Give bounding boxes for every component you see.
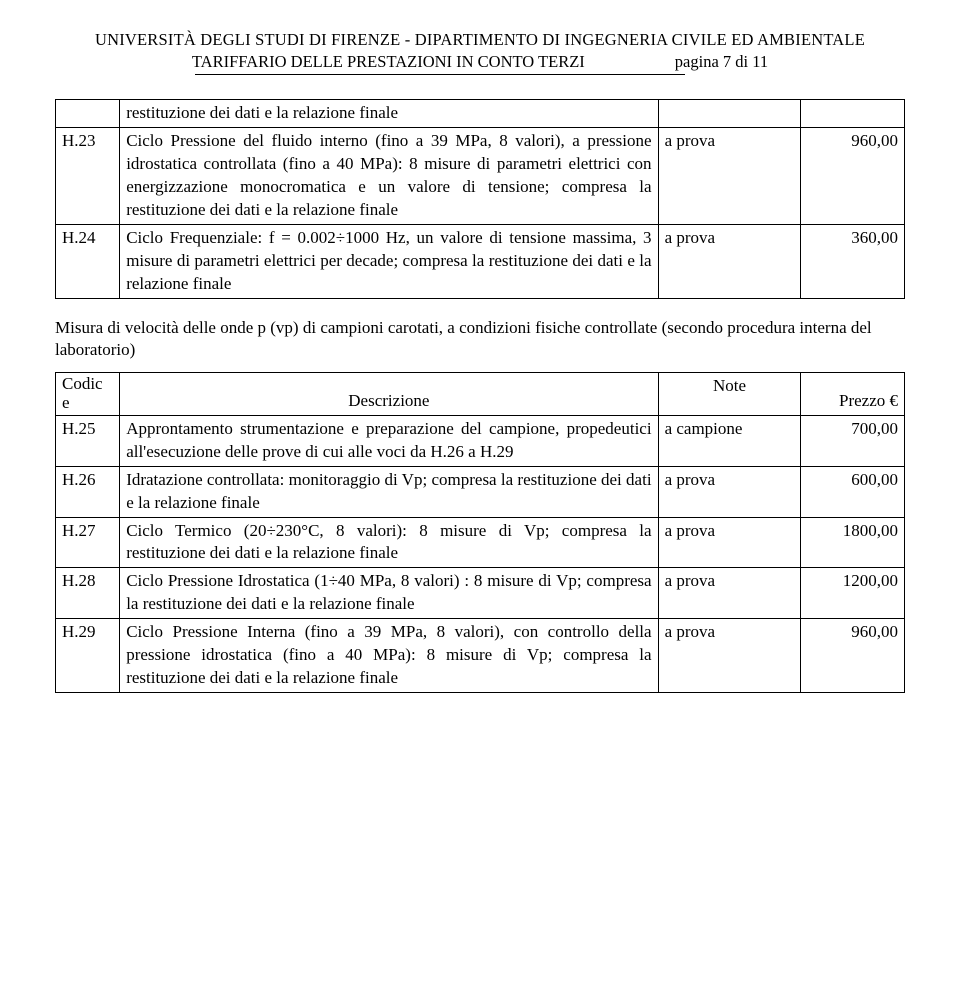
table-row: H.26 Idratazione controllata: monitoragg… — [56, 466, 905, 517]
cell-desc: Approntamento strumentazione e preparazi… — [120, 415, 658, 466]
cell-note: a prova — [658, 224, 801, 298]
cell-code: H.25 — [56, 415, 120, 466]
cell-note: a prova — [658, 466, 801, 517]
cell-desc: restituzione dei dati e la relazione fin… — [120, 100, 658, 128]
cell-code: H.24 — [56, 224, 120, 298]
cell-code: H.23 — [56, 127, 120, 224]
cell-price: 960,00 — [801, 619, 905, 693]
header-page-number: pagina 7 di 11 — [675, 52, 768, 72]
table-row: restituzione dei dati e la relazione fin… — [56, 100, 905, 128]
cell-note: a campione — [658, 415, 801, 466]
header-line-2: TARIFFARIO DELLE PRESTAZIONI IN CONTO TE… — [55, 52, 905, 74]
cell-code: H.28 — [56, 568, 120, 619]
cell-code — [56, 100, 120, 128]
cell-desc: Ciclo Pressione Idrostatica (1÷40 MPa, 8… — [120, 568, 658, 619]
table-row: H.23 Ciclo Pressione del fluido interno … — [56, 127, 905, 224]
th-desc: Descrizione — [120, 373, 658, 415]
cell-note: a prova — [658, 619, 801, 693]
table-1: restituzione dei dati e la relazione fin… — [55, 99, 905, 299]
table-row: H.27 Ciclo Termico (20÷230°C, 8 valori):… — [56, 517, 905, 568]
cell-price: 960,00 — [801, 127, 905, 224]
table-row: H.25 Approntamento strumentazione e prep… — [56, 415, 905, 466]
page: UNIVERSITÀ DEGLI STUDI DI FIRENZE - DIPA… — [0, 0, 960, 733]
table-row: H.28 Ciclo Pressione Idrostatica (1÷40 M… — [56, 568, 905, 619]
cell-desc: Ciclo Frequenziale: f = 0.002÷1000 Hz, u… — [120, 224, 658, 298]
table-2: Codice Descrizione Note Prezzo € H.25 Ap… — [55, 372, 905, 693]
cell-note — [658, 100, 801, 128]
cell-note: a prova — [658, 568, 801, 619]
table-header-row: Codice Descrizione Note Prezzo € — [56, 373, 905, 415]
cell-desc: Ciclo Pressione del fluido interno (fino… — [120, 127, 658, 224]
cell-price: 700,00 — [801, 415, 905, 466]
cell-price — [801, 100, 905, 128]
cell-price: 1800,00 — [801, 517, 905, 568]
cell-code: H.29 — [56, 619, 120, 693]
table-row: H.29 Ciclo Pressione Interna (fino a 39 … — [56, 619, 905, 693]
th-code: Codice — [56, 373, 120, 415]
section-paragraph: Misura di velocità delle onde p (vp) di … — [55, 317, 905, 363]
table-row: H.24 Ciclo Frequenziale: f = 0.002÷1000 … — [56, 224, 905, 298]
cell-desc: Ciclo Termico (20÷230°C, 8 valori): 8 mi… — [120, 517, 658, 568]
cell-price: 600,00 — [801, 466, 905, 517]
header-tariffario: TARIFFARIO DELLE PRESTAZIONI IN CONTO TE… — [192, 52, 585, 72]
page-header: UNIVERSITÀ DEGLI STUDI DI FIRENZE - DIPA… — [55, 30, 905, 75]
header-line-1: UNIVERSITÀ DEGLI STUDI DI FIRENZE - DIPA… — [55, 30, 905, 50]
th-price: Prezzo € — [801, 373, 905, 415]
header-underline — [195, 74, 685, 75]
cell-price: 360,00 — [801, 224, 905, 298]
cell-code: H.26 — [56, 466, 120, 517]
th-note: Note — [658, 373, 801, 415]
cell-price: 1200,00 — [801, 568, 905, 619]
cell-desc: Ciclo Pressione Interna (fino a 39 MPa, … — [120, 619, 658, 693]
cell-note: a prova — [658, 517, 801, 568]
cell-desc: Idratazione controllata: monitoraggio di… — [120, 466, 658, 517]
cell-code: H.27 — [56, 517, 120, 568]
cell-note: a prova — [658, 127, 801, 224]
